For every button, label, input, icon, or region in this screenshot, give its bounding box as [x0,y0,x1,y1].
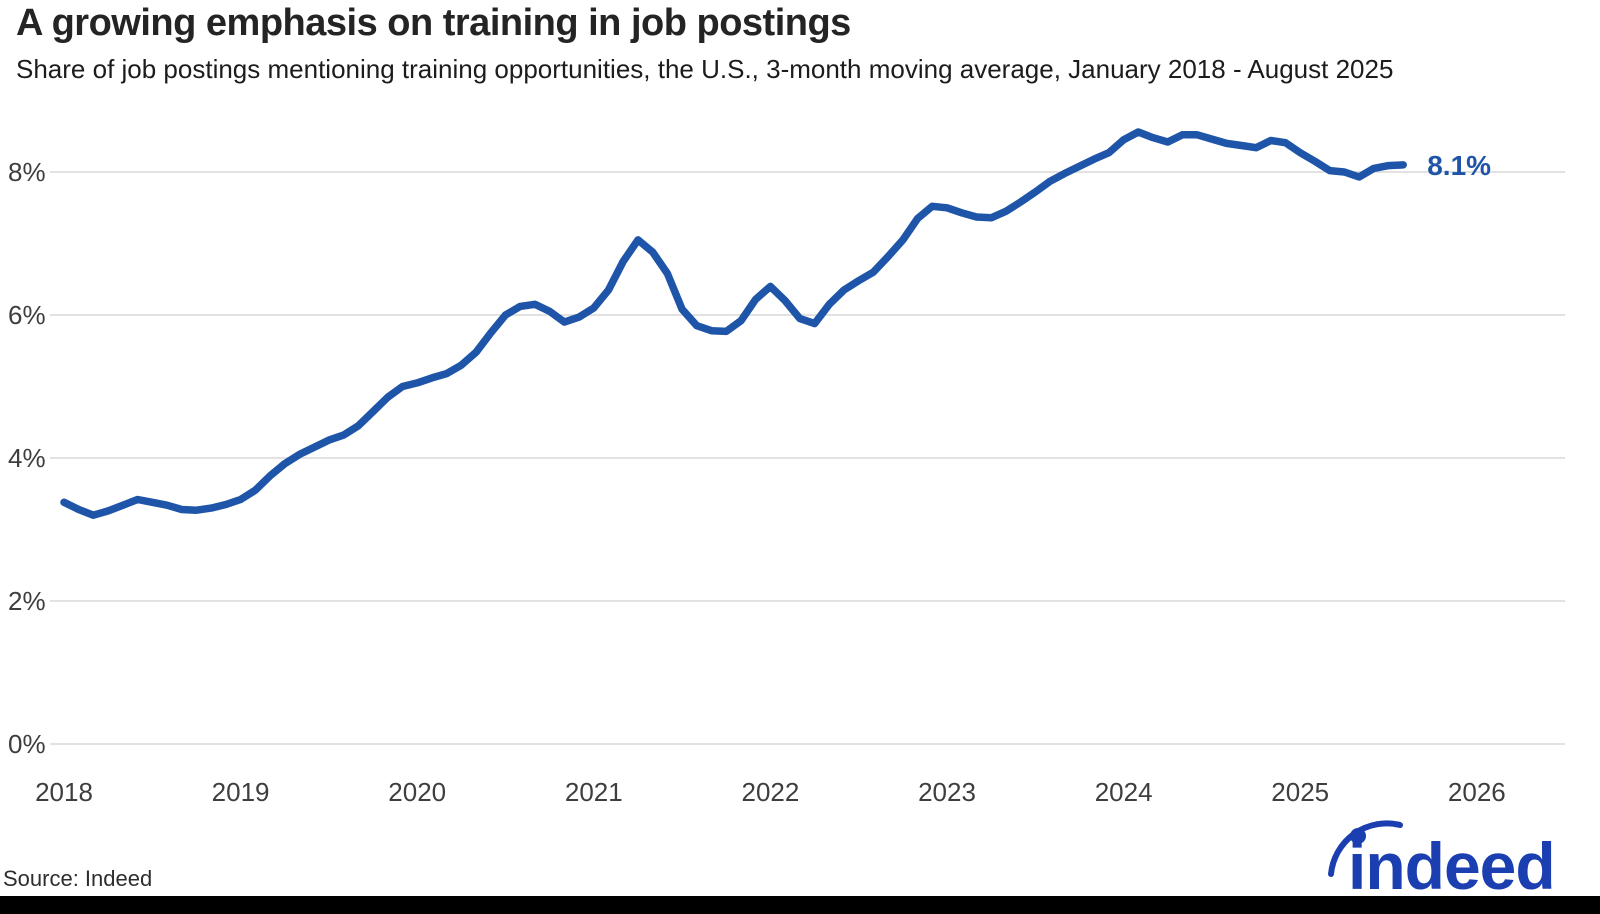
x-axis-label: 2021 [565,777,623,807]
x-axis-label: 2022 [741,777,799,807]
x-axis-label: 2023 [918,777,976,807]
x-axis-label: 2020 [388,777,446,807]
x-axis-label: 2019 [212,777,270,807]
x-axis-label: 2025 [1271,777,1329,807]
y-axis-label: 4% [8,443,46,473]
x-axis-label: 2026 [1448,777,1506,807]
y-axis-label: 8% [8,157,46,187]
x-axis-label: 2024 [1095,777,1153,807]
bottom-bar [0,896,1600,914]
source-note: Source: Indeed [3,866,153,891]
trend-line [60,128,1407,519]
indeed-logo-text: indeed [1348,829,1555,898]
y-axis-label: 2% [8,586,46,616]
y-axis-label: 6% [8,300,46,330]
x-axis-label: 2018 [35,777,93,807]
indeed-logo: indeed [1328,820,1556,898]
indeed-logo-dot-icon [1350,828,1366,844]
y-axis-label: 0% [8,729,46,759]
chart-subtitle: Share of job postings mentioning trainin… [16,54,1394,84]
line-chart: 0% 2% 4% 6% 8% 2018 2019 2020 2021 2022 2023 2024 20… [8,128,1565,807]
end-value-label: 8.1% [1427,150,1491,181]
chart-title: A growing emphasis on training in job po… [16,2,851,44]
